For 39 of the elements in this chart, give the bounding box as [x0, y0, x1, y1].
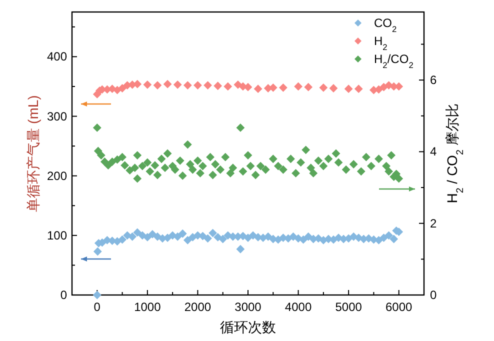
x-tick-label: 2000: [184, 300, 212, 314]
point: [118, 84, 126, 92]
y2-tick-label: 0: [430, 288, 437, 302]
y-tick-label: 400: [46, 50, 68, 64]
x-tick-label: 0: [94, 300, 101, 314]
y2-tick-label: 4: [430, 144, 437, 159]
point: [329, 84, 338, 92]
point: [319, 83, 328, 92]
x-tick-label: 1000: [134, 300, 162, 314]
x-tick-label: 5000: [335, 300, 362, 314]
point: [344, 84, 353, 94]
legend-label: CO$_{2}$: [374, 16, 397, 34]
x-tick-label: 4000: [284, 300, 312, 314]
point: [354, 84, 363, 94]
point: [254, 84, 262, 94]
legend-label: H$_{2}$/CO$_{2}$: [374, 52, 414, 70]
legend-label: H$_{2}$: [374, 34, 388, 52]
point: [183, 81, 192, 90]
point: [173, 80, 182, 89]
y2-tick-label: 2: [430, 216, 437, 230]
point: [143, 80, 152, 89]
point: [214, 82, 222, 90]
y-tick-label: 0: [60, 288, 68, 302]
point: [294, 82, 302, 91]
point: [224, 82, 232, 91]
y-axis-title: 单循环产气量 (mL): [25, 95, 41, 212]
point: [163, 80, 172, 88]
point: [279, 83, 288, 92]
point: [304, 82, 313, 92]
point: [153, 81, 162, 90]
point: [204, 81, 212, 90]
y-tick-label: 100: [46, 228, 68, 242]
point: [194, 81, 202, 90]
x-tick-label: 3000: [234, 300, 262, 314]
y-tick-label: 200: [46, 168, 68, 183]
x-tick-label: 6000: [386, 300, 413, 314]
y2-tick-label: 6: [430, 73, 437, 88]
y-tick-label: 300: [46, 109, 68, 124]
x-axis-title: 循环次数: [220, 319, 276, 335]
